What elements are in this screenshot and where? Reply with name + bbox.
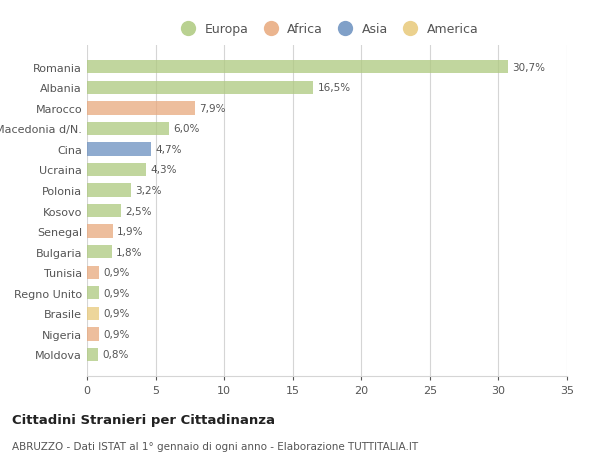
Bar xyxy=(87,204,121,218)
Bar xyxy=(87,246,112,259)
Text: 30,7%: 30,7% xyxy=(512,62,545,73)
Text: 4,3%: 4,3% xyxy=(150,165,176,175)
Text: 16,5%: 16,5% xyxy=(317,83,350,93)
Text: 0,9%: 0,9% xyxy=(103,329,130,339)
Text: ABRUZZO - Dati ISTAT al 1° gennaio di ogni anno - Elaborazione TUTTITALIA.IT: ABRUZZO - Dati ISTAT al 1° gennaio di og… xyxy=(12,441,418,451)
Bar xyxy=(87,163,146,177)
Bar xyxy=(87,266,100,280)
Text: 0,9%: 0,9% xyxy=(103,268,130,278)
Bar xyxy=(87,328,100,341)
Bar xyxy=(87,307,100,320)
Text: 1,8%: 1,8% xyxy=(116,247,142,257)
Bar xyxy=(87,225,113,238)
Bar xyxy=(87,102,196,115)
Text: 6,0%: 6,0% xyxy=(173,124,200,134)
Text: 0,8%: 0,8% xyxy=(102,350,128,360)
Bar xyxy=(87,123,169,136)
Text: 2,5%: 2,5% xyxy=(125,206,152,216)
Bar xyxy=(87,348,98,361)
Text: 4,7%: 4,7% xyxy=(155,145,182,155)
Text: 3,2%: 3,2% xyxy=(135,185,161,196)
Text: Cittadini Stranieri per Cittadinanza: Cittadini Stranieri per Cittadinanza xyxy=(12,413,275,426)
Bar xyxy=(87,286,100,300)
Bar xyxy=(87,61,508,74)
Text: 7,9%: 7,9% xyxy=(199,104,226,113)
Bar xyxy=(87,143,151,156)
Bar xyxy=(87,184,131,197)
Text: 0,9%: 0,9% xyxy=(103,309,130,319)
Legend: Europa, Africa, Asia, America: Europa, Africa, Asia, America xyxy=(176,23,478,36)
Text: 1,9%: 1,9% xyxy=(117,227,143,237)
Bar xyxy=(87,81,313,95)
Text: 0,9%: 0,9% xyxy=(103,288,130,298)
